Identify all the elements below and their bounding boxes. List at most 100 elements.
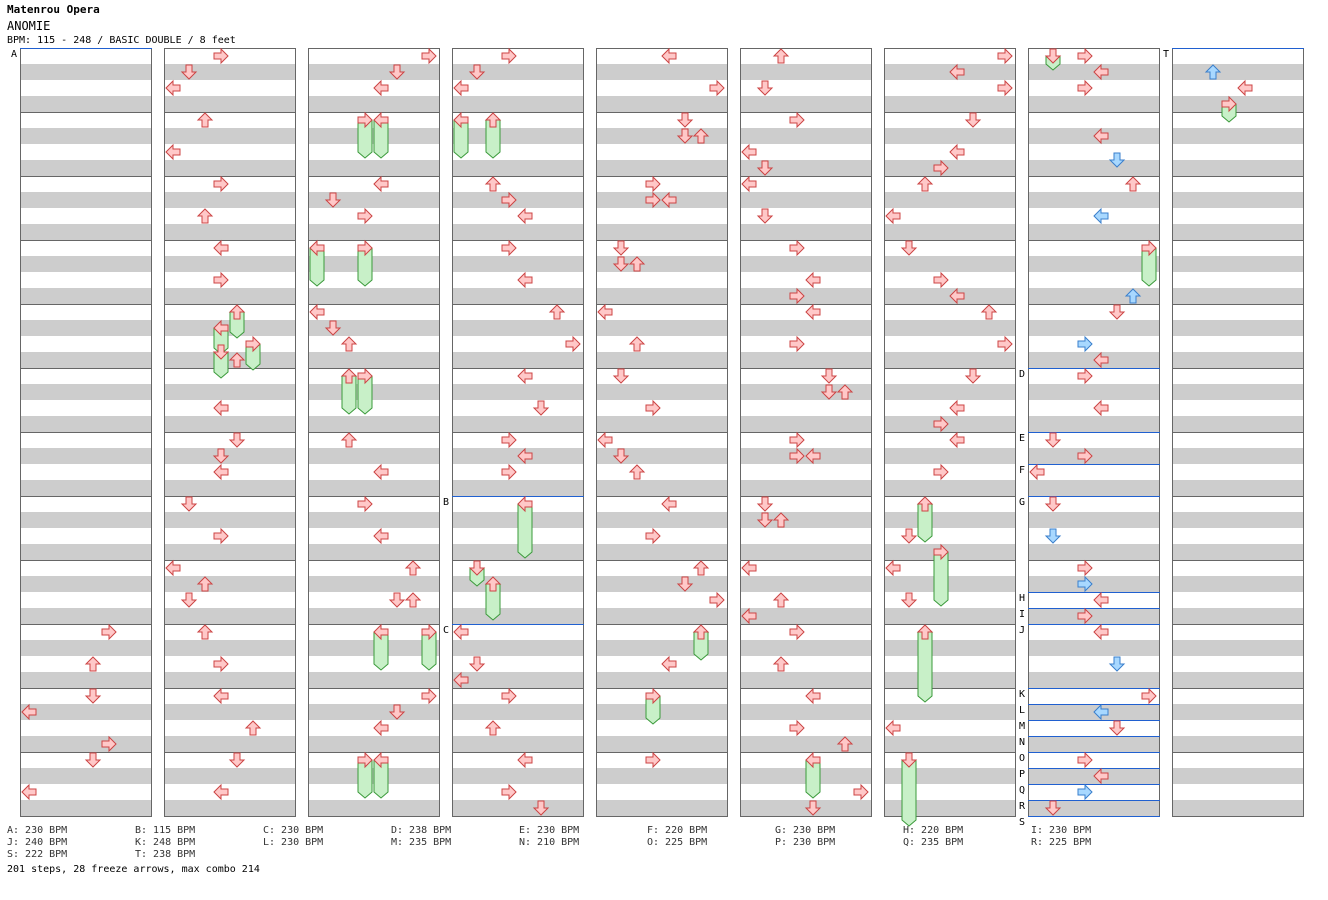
beat-stripe [1172,224,1304,240]
beat-stripe [1172,48,1304,64]
arrow-right-icon [1221,95,1237,113]
beat-stripe [1172,560,1304,576]
beat-stripe [1172,336,1304,352]
arrow-left-icon [661,47,677,65]
arrow-down-icon [900,240,918,256]
beat-stripe [1028,192,1160,208]
beat-stripe [596,320,728,336]
arrow-left-icon [949,287,965,305]
beat-stripe [164,800,296,816]
beat-stripe [20,768,152,784]
bpm-change-label: C [443,625,449,636]
bpm-change-label: F [1019,465,1025,476]
arrow-left-icon [661,495,677,513]
arrow-right-icon [997,47,1013,65]
beat-stripe [1028,240,1160,256]
beat-stripe [884,48,1016,64]
beat-stripe [308,688,440,704]
song-title: ANOMIE [7,19,51,33]
beat-stripe [596,432,728,448]
beat-stripe [1028,576,1160,592]
beat-stripe [740,320,872,336]
arrow-left-icon [741,175,757,193]
arrow-down-icon [1108,656,1126,672]
beat-stripe [740,384,872,400]
arrow-left-icon [517,447,533,465]
arrow-left-icon [373,527,389,545]
beat-stripe [740,80,872,96]
beat-stripe [1172,752,1304,768]
arrow-right-icon [789,447,805,465]
beat-stripe [20,448,152,464]
beat-stripe [596,576,728,592]
beat-stripe [884,720,1016,736]
arrow-down-icon [1044,528,1062,544]
beat-stripe [308,240,440,256]
beat-stripe [20,144,152,160]
beat-stripe [740,224,872,240]
freeze-arrow-body [933,551,949,607]
beat-stripe [884,560,1016,576]
beat-stripe [1172,96,1304,112]
arrow-up-icon [1124,176,1142,192]
beat-stripe [596,464,728,480]
beat-stripe [740,416,872,432]
beat-stripe [884,272,1016,288]
arrow-left-icon [885,207,901,225]
arrow-down-icon [804,800,822,816]
arrow-up-icon [772,656,790,672]
arrow-up-icon [404,592,422,608]
beat-stripe [596,784,728,800]
beat-stripe [596,240,728,256]
arrow-right-icon [245,335,261,353]
beat-stripe [1172,592,1304,608]
beat-stripe [20,576,152,592]
arrow-left-icon [741,607,757,625]
beat-stripe [452,320,584,336]
beat-stripe [596,256,728,272]
beat-stripe [596,352,728,368]
arrow-down-icon [468,64,486,80]
chart-column [596,48,728,817]
beat-stripe [452,768,584,784]
beat-stripe [452,416,584,432]
beat-stripe [596,368,728,384]
bpm-legend-entry: K: 248 BPM [135,837,196,848]
arrow-right-icon [709,79,725,97]
arrow-down-icon [676,576,694,592]
bpm-change-label: I [1019,609,1025,620]
beat-stripe [1028,336,1160,352]
beat-stripe [452,720,584,736]
bpm-legend: A: 230 BPM B: 115 BPM C: 230 BPM D: 238 BPM… [7,825,1307,861]
arrow-down-icon [676,128,694,144]
beat-stripe [164,288,296,304]
beat-stripe [884,112,1016,128]
arrow-up-icon [196,624,214,640]
arrow-right-icon [1077,367,1093,385]
beat-stripe [20,112,152,128]
beat-stripe [20,368,152,384]
arrow-left-icon [1237,79,1253,97]
arrow-right-icon [101,735,117,753]
beat-stripe [596,208,728,224]
beat-stripe [884,416,1016,432]
beat-stripe [884,688,1016,704]
beat-stripe [1172,144,1304,160]
arrow-down-icon [324,320,342,336]
arrow-up-icon [228,352,246,368]
beat-stripe [308,352,440,368]
beat-stripe [164,512,296,528]
arrow-down-icon [180,592,198,608]
arrow-down-icon [756,160,774,176]
beat-stripe [884,336,1016,352]
arrow-right-icon [645,399,661,417]
arrow-left-icon [805,447,821,465]
arrow-right-icon [501,191,517,209]
arrow-right-icon [357,111,373,129]
beat-stripe [884,304,1016,320]
beat-stripe [884,496,1016,512]
beat-stripe [596,288,728,304]
arrow-left-icon [597,303,613,321]
beat-stripe [1172,672,1304,688]
beat-stripe [164,240,296,256]
